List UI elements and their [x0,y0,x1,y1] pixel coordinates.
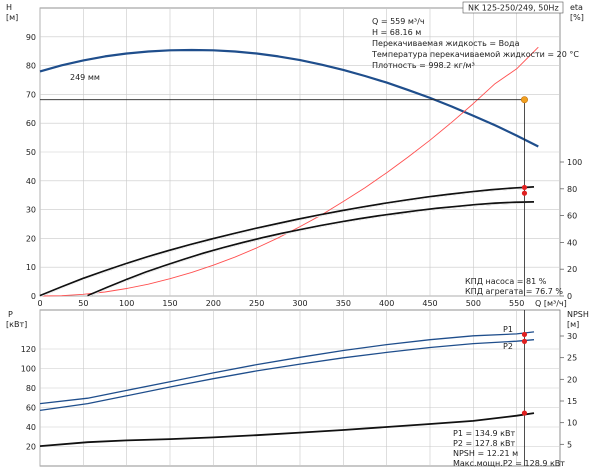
info-max-power: Макс.мощн.P2 = 128.9 кВт [453,459,565,468]
p-axis-unit: [кВт] [6,320,27,329]
h-tick-label: 80 [26,62,36,71]
eta-tick-label: 80 [567,185,577,194]
p-tick-label: 60 [26,404,36,413]
h-axis-unit-name: H [6,3,12,12]
p1-curve-label: P1 [503,325,513,334]
bottom-grid: 20 40 60 80 100 120 5 10 15 20 25 30 [21,309,577,467]
eta-tick-label: 60 [567,212,577,221]
info-h: H = 68.16 м [372,28,421,37]
eta-axis-unit-name: eta [570,3,583,12]
p1-curve [39,331,535,405]
p-tick-label: 80 [26,384,36,393]
x-tick-label: 100 [119,299,134,308]
eta-tick-label: 20 [567,265,577,274]
p-tick-label: 20 [26,443,36,452]
eta-pump-point [521,184,528,191]
eta-tick-label: 0 [567,292,572,301]
h-tick-label: 60 [26,119,36,128]
p-tick-label: 120 [21,345,36,354]
x-tick-label: 400 [379,299,394,308]
npsh-tick-label: 10 [567,419,577,428]
eta-unit-curve [87,201,535,298]
info-liquid: Перекачиваемая жидкость = Вода [372,39,520,48]
h-tick-label: 20 [26,234,36,243]
p-tick-label: 40 [26,423,36,432]
x-tick-label: 0 [37,299,42,308]
labels: NK 125-250/249, 50Hz H [м] eta [%] Q [м³… [6,1,589,468]
eta-axis-unit: [%] [570,13,584,22]
npsh-tick-label: 25 [567,354,577,363]
h-tick-label: 40 [26,177,36,186]
info-density: Плотность = 998.2 кг/м³ [372,61,475,70]
title-box [462,1,564,14]
title-box-label: NK 125-250/249, 50Hz [468,4,559,13]
x-tick-label: 250 [249,299,264,308]
npsh-tick-label: 5 [567,440,572,449]
curve-label-249: 249 мм [70,73,100,82]
npsh-tick-label: 15 [567,397,577,406]
npsh-axis-unit-name: NPSH [567,310,589,319]
info-p1: P1 = 134.9 кВт [453,429,515,438]
top-grid: 0 50 100 150 200 250 300 350 400 450 500 5500102030… [26,7,582,308]
duty-point-marker [520,96,528,104]
x-axis-label: Q [м³/ч] [535,299,567,308]
npsh-tick-label: 20 [567,375,577,384]
npsh-point [521,410,528,416]
p2-point [521,338,528,344]
marks [40,96,528,466]
info-p2: P2 = 127.8 кВт [453,439,515,448]
npsh-curve [39,412,535,447]
qh-curve-249 [39,48,539,148]
p1-point [521,331,528,338]
h-axis-unit: [м] [6,13,18,22]
eta-pump-curve [39,186,535,298]
info-npsh: NPSH = 12.21 м [453,449,518,458]
eta-tick-label: 100 [567,158,582,167]
x-tick-label: 150 [162,299,177,308]
h-tick-label: 0 [31,292,36,301]
x-tick-label: 300 [292,299,307,308]
p-tick-label: 100 [21,365,36,374]
curves [39,46,539,447]
eta-unit-label: КПД агрегата = 76.7 % [465,287,563,296]
p2-curve-label: P2 [503,342,513,351]
h-tick-label: 10 [26,263,36,272]
x-tick-label: 350 [336,299,351,308]
h-tick-label: 70 [26,90,36,99]
x-tick-label: 450 [422,299,437,308]
eta-pump-curve-core [39,187,535,298]
eta-pump-label: КПД насоса = 81 % [465,277,547,286]
p2-curve [39,339,535,412]
h-tick-label: 90 [26,33,36,42]
info-q: Q = 559 м³/ч [372,17,425,26]
npsh-axis-unit: [м] [567,320,579,329]
npsh-tick-label: 30 [567,332,577,341]
eta-unit-point [521,190,528,196]
info-temperature: Температура перекачиваемой жидкости = 20… [371,50,579,59]
x-tick-label: 50 [78,299,88,308]
system-curve [39,46,539,297]
eta-unit-curve-core [87,202,535,298]
x-tick-label: 550 [509,299,524,308]
x-tick-label: 500 [466,299,481,308]
p-axis-unit-name: P [8,310,13,319]
h-tick-label: 50 [26,148,36,157]
h-tick-label: 30 [26,206,36,215]
x-tick-label: 200 [206,299,221,308]
eta-tick-label: 40 [567,238,577,247]
